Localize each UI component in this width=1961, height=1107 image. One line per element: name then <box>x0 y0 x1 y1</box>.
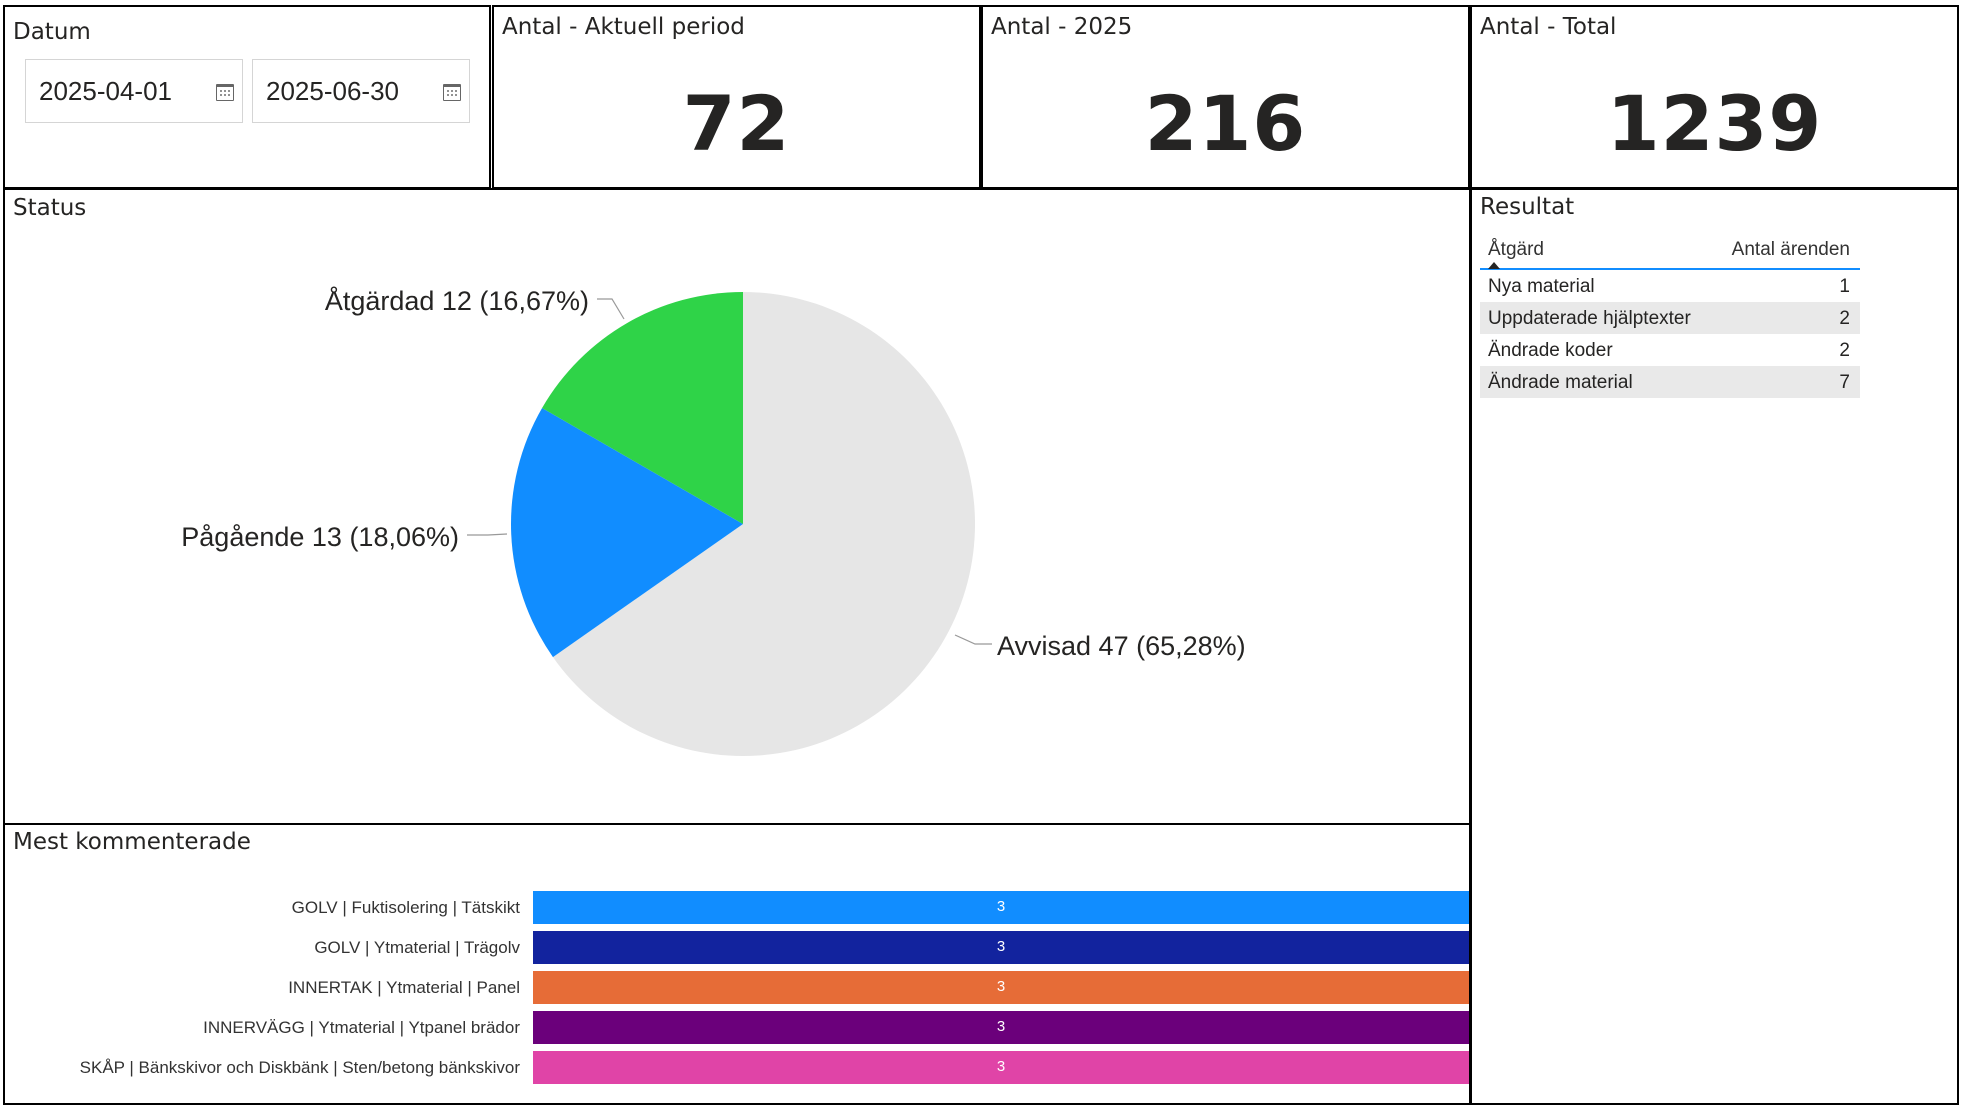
resultat-title: Resultat <box>1480 194 1575 220</box>
start-date-value: 2025-04-01 <box>39 76 172 106</box>
table-header: Åtgärd Antal ärenden <box>1480 232 1860 270</box>
datum-slicer-panel: Datum 2025-04-01 2025-06-30 <box>3 5 491 189</box>
cell-atgard: Ändrade koder <box>1488 340 1613 361</box>
cell-antal: 2 <box>1839 340 1850 361</box>
bar-category-label: SKÅP | Bänkskivor och Diskbänk | Sten/be… <box>79 1058 520 1077</box>
table-row[interactable]: Ändrade material 7 <box>1480 366 1860 398</box>
mest-kommenterade-panel: Mest kommenterade GOLV | Fuktisolering |… <box>3 823 1471 1105</box>
bar-category-label: INNERVÄGG | Ytmaterial | Ytpanel brädor <box>203 1018 520 1037</box>
bar-value-label: 3 <box>996 1058 1006 1075</box>
calendar-icon[interactable] <box>216 84 234 101</box>
cell-atgard: Nya material <box>1488 276 1595 297</box>
cell-atgard: Uppdaterade hjälptexter <box>1488 308 1691 329</box>
kpi-value: 72 <box>682 79 791 168</box>
resultat-panel: Resultat Åtgärd Antal ärenden Nya materi… <box>1470 188 1959 1105</box>
pie-label-atgardad: Åtgärdad 12 (16,67%) <box>325 285 589 316</box>
bar[interactable]: 3 <box>533 1011 1469 1044</box>
sort-ascending-icon[interactable] <box>1488 262 1500 269</box>
cell-atgard: Ändrade material <box>1488 372 1633 393</box>
kpi-value: 1239 <box>1606 79 1823 168</box>
leader-line-pagaende <box>467 533 508 536</box>
table-row[interactable]: Ändrade koder 2 <box>1480 334 1860 366</box>
bar-value-label: 3 <box>996 898 1006 915</box>
bar-value-label: 3 <box>996 1018 1006 1035</box>
pie-label-avvisad: Avvisad 47 (65,28%) <box>997 631 1246 661</box>
table-row[interactable]: Uppdaterade hjälptexter 2 <box>1480 302 1860 334</box>
mest-kommenterade-title: Mest kommenterade <box>13 829 251 855</box>
status-pie-chart: Avvisad 47 (65,28%) Pågående 13 (18,06%) Å… <box>181 285 1246 756</box>
bar-value-label: 3 <box>996 938 1006 955</box>
datum-title: Datum <box>13 19 91 45</box>
cell-antal: 7 <box>1839 372 1850 393</box>
end-date-value: 2025-06-30 <box>266 76 399 106</box>
calendar-icon[interactable] <box>443 84 461 101</box>
bar-row[interactable]: GOLV | Fuktisolering | Tätskikt 3 <box>5 891 1469 925</box>
bar-category-label: INNERTAK | Ytmaterial | Panel <box>288 978 520 997</box>
bar-value-label: 3 <box>996 978 1006 995</box>
leader-line-atgardad <box>597 298 625 320</box>
kpi-card-aktuell-period: Antal - Aktuell period 72 <box>492 5 981 189</box>
kpi-title: Antal - Aktuell period <box>502 14 745 40</box>
bar-category-label: GOLV | Ytmaterial | Trägolv <box>314 938 520 957</box>
kpi-card-2025: Antal - 2025 216 <box>981 5 1470 189</box>
start-date-input[interactable]: 2025-04-01 <box>25 59 243 123</box>
bar[interactable]: 3 <box>533 891 1469 924</box>
bar-row[interactable]: SKÅP | Bänkskivor och Diskbänk | Sten/be… <box>5 1051 1469 1085</box>
kpi-value: 216 <box>1144 79 1307 168</box>
kpi-title: Antal - Total <box>1480 14 1617 40</box>
bar-row[interactable]: INNERTAK | Ytmaterial | Panel 3 <box>5 971 1469 1005</box>
cell-antal: 2 <box>1839 308 1850 329</box>
column-header-antal[interactable]: Antal ärenden <box>1731 239 1850 260</box>
end-date-input[interactable]: 2025-06-30 <box>252 59 470 123</box>
pie-label-pagaende: Pågående 13 (18,06%) <box>181 522 459 552</box>
leader-line-avvisad <box>954 634 992 645</box>
pie-slice-atgardad[interactable] <box>542 292 743 524</box>
bar-row[interactable]: GOLV | Ytmaterial | Trägolv 3 <box>5 931 1469 965</box>
bar[interactable]: 3 <box>533 971 1469 1004</box>
kpi-card-total: Antal - Total 1239 <box>1470 5 1959 189</box>
kpi-title: Antal - 2025 <box>991 14 1133 40</box>
status-pie-panel: Status Avvisad 47 (65,28%) Pågående 13 (1… <box>3 188 1471 825</box>
pie-slice-avvisad[interactable] <box>552 292 976 756</box>
bar[interactable]: 3 <box>533 1051 1469 1084</box>
bar-row[interactable]: INNERVÄGG | Ytmaterial | Ytpanel brädor 3 <box>5 1011 1469 1045</box>
table-row[interactable]: Nya material 1 <box>1480 270 1860 302</box>
status-title: Status <box>13 195 87 221</box>
resultat-table: Åtgärd Antal ärenden Nya material 1 Uppd… <box>1480 232 1860 398</box>
column-header-atgard[interactable]: Åtgärd <box>1488 239 1544 260</box>
bar-category-label: GOLV | Fuktisolering | Tätskikt <box>291 898 520 917</box>
bar[interactable]: 3 <box>533 931 1469 964</box>
pie-slice-pagaende[interactable] <box>510 408 743 658</box>
cell-antal: 1 <box>1839 276 1850 297</box>
